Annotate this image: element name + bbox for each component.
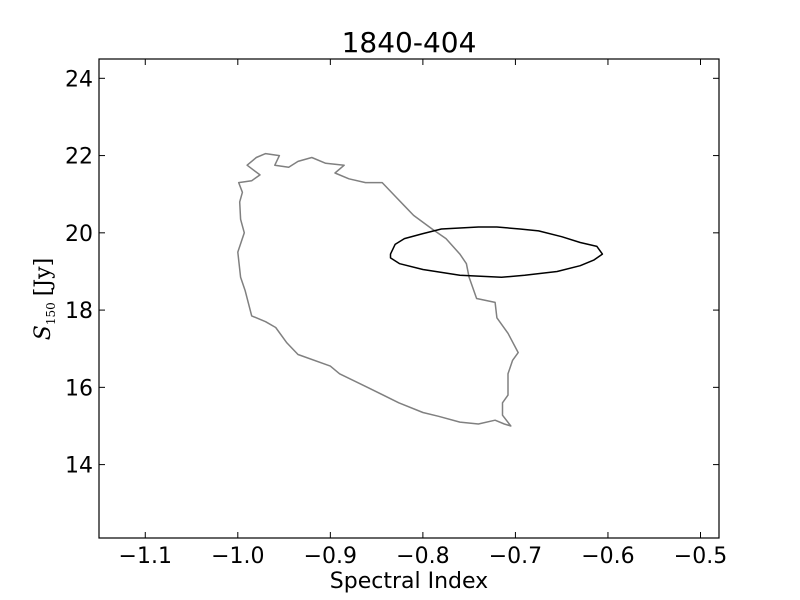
y-ticks: 14 16 18 20 22 24 xyxy=(65,67,719,479)
y-axis-label-symbol: S xyxy=(31,325,56,340)
x-tick-label-0: −1.1 xyxy=(119,544,172,569)
y-tick-label-2: 18 xyxy=(65,299,93,324)
contour-2 xyxy=(389,226,604,279)
contour-1 xyxy=(237,152,519,427)
x-tick-label-2: −0.9 xyxy=(304,544,357,569)
y-tick-label-1: 16 xyxy=(65,376,93,401)
y-tick-label-4: 22 xyxy=(65,145,93,170)
y-tick-label-3: 20 xyxy=(65,222,93,247)
x-tick-label-6: −0.5 xyxy=(674,544,727,569)
x-tick-label-1: −1.0 xyxy=(211,544,264,569)
x-tick-label-3: −0.8 xyxy=(396,544,449,569)
x-tick-label-4: −0.7 xyxy=(489,544,542,569)
chart-title: 1840-404 xyxy=(342,26,477,59)
y-tick-label-5: 24 xyxy=(65,67,93,92)
svg-text:S150[Jy]: S150 [Jy] xyxy=(31,258,58,340)
plot-frame xyxy=(98,58,720,539)
x-ticks: −1.1 −1.0 −0.9 −0.8 −0.7 −0.6 −0.5 xyxy=(119,59,727,569)
y-axis-label-subscript: 150 xyxy=(44,302,58,325)
contours xyxy=(237,152,604,427)
x-tick-label-5: −0.6 xyxy=(581,544,634,569)
y-tick-label-0: 14 xyxy=(65,454,93,479)
y-axis-label-unit: [Jy] xyxy=(31,258,56,296)
x-axis-label: Spectral Index xyxy=(330,569,488,594)
y-axis-label: S150 [Jy] xyxy=(31,258,58,340)
